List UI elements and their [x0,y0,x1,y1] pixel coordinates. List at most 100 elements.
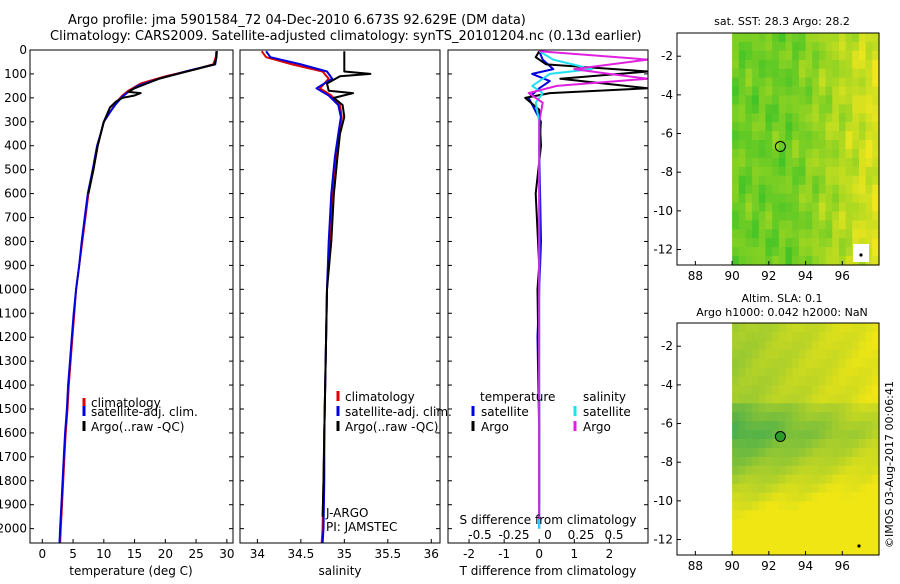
map-cell [818,385,827,395]
map-cell [738,229,747,239]
map-cell [845,95,853,105]
map-cell [805,41,813,52]
map-cell [745,349,753,360]
map-cell [825,483,833,494]
map-cell [845,166,853,177]
x-tick-label: 15 [127,547,142,561]
map-cell [812,220,820,230]
map-cell [852,175,860,186]
map-cell [872,68,880,79]
map-cell [812,465,820,476]
map-cell [852,519,860,529]
map-cell [818,175,827,186]
map-cell [758,202,767,213]
map-cell [805,474,813,485]
map-cell [858,331,867,342]
map-cell [872,122,880,132]
map-cell [812,456,820,467]
map-cell [738,439,747,449]
map-cell [852,95,860,105]
map-cell [765,447,773,458]
map-cell [818,202,827,213]
map-cell [745,394,753,404]
salinity-plot-frame [239,49,441,544]
map-cell [732,149,740,159]
map-cell [872,465,880,476]
map-cell [865,256,873,266]
map-cell [752,447,760,458]
map-cell [758,166,767,177]
map-cell [852,447,860,458]
map-cell [792,140,800,150]
map-cell [852,59,860,70]
map-cell [872,412,880,422]
map-cell [838,77,847,88]
map-cell [838,238,847,248]
map-cell [845,175,853,186]
map-cell [785,59,793,70]
map-cell [858,465,867,476]
map-cell [785,501,793,511]
map-cell [852,166,860,177]
map-cell [865,331,873,342]
map-cell [765,41,773,52]
map-cell [758,184,767,195]
s-tick-label: 0.5 [604,528,623,542]
map-cell [838,528,847,538]
map-y-tick-label: -2 [661,49,673,63]
map-cell [732,184,740,195]
map-y-tick-label: -4 [661,88,673,102]
map-cell [832,349,840,360]
map-cell [792,149,800,159]
map-cell [778,394,787,404]
map-cell [872,113,880,123]
map-cell [745,421,753,431]
map-cell [745,41,753,52]
map-cell [778,95,787,105]
map-cell [785,430,793,440]
map-cell [758,104,767,114]
map-cell [752,492,760,503]
map-cell [745,474,753,485]
map-cell [738,211,747,221]
map-cell [745,122,753,132]
map-cell [752,483,760,494]
map-cell [825,510,833,520]
map-cell [792,193,800,204]
map-cell [852,340,860,351]
map-cell [745,492,753,503]
map-cell [785,229,793,239]
map-cell [825,349,833,360]
map-cell [872,483,880,494]
map-cell [792,238,800,248]
map-cell [765,175,773,186]
depth-tick-label: 0 [19,43,27,57]
map-cell [798,229,807,239]
map-cell [758,385,767,395]
map-cell [772,77,780,88]
map-cell [732,501,740,511]
map-cell [832,528,840,538]
map-cell [792,157,800,168]
map-cell [798,95,807,105]
map-cell [778,403,787,413]
x-tick-label: 35.5 [374,547,401,561]
depth-tick-label: 2000 [0,522,27,536]
map-cell [825,519,833,529]
depth-tick-label: 900 [4,258,27,272]
map-cell [778,86,787,97]
map-cell [872,256,880,266]
series-line-difference-1 [524,50,648,505]
map-cell [798,358,807,369]
map-cell [805,229,813,239]
map-cell [738,140,747,150]
map-cell [772,439,780,449]
map-cell [825,50,833,61]
map-cell [752,474,760,485]
map-cell [818,394,827,404]
map-cell [825,229,833,239]
map-cell [772,68,780,79]
map-cell [752,229,760,239]
depth-tick-label: 1200 [0,330,27,344]
map-cell [818,104,827,114]
